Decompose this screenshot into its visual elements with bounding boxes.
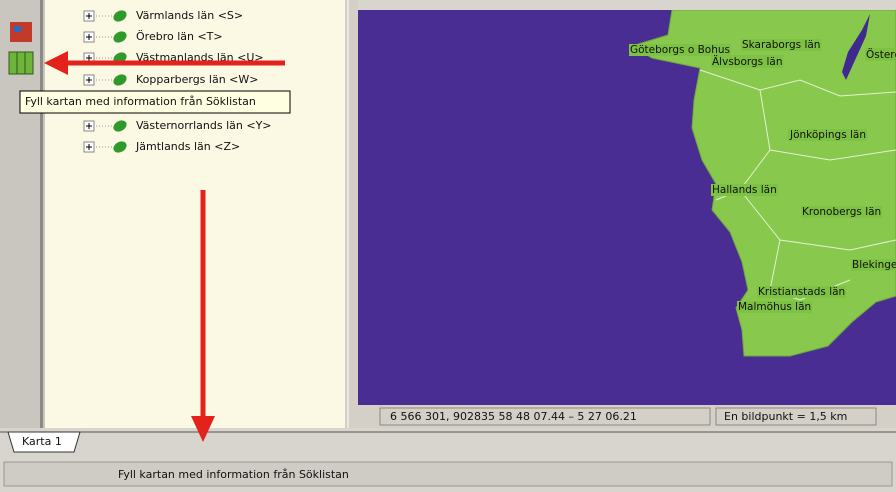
arrow-head (191, 416, 215, 442)
tab[interactable] (7, 431, 81, 453)
status-field (715, 407, 877, 426)
arrow-head (44, 51, 68, 75)
label-bg (711, 184, 778, 196)
tooltip (19, 90, 291, 114)
status-field (379, 407, 711, 426)
statusbar (3, 461, 893, 487)
leaf-icon (113, 31, 127, 43)
tree-item[interactable]: Västernorrlands län <Y> (136, 119, 272, 132)
label-bg (741, 39, 822, 51)
region-label: Hallands län (712, 184, 777, 196)
tree-item[interactable]: Jämtlands län <Z> (135, 140, 240, 153)
map[interactable]: Göteborgs o Bohus Skaraborgs län Östergötl… (358, 10, 896, 405)
region-label: Skaraborgs län (742, 39, 820, 51)
tab-strip (0, 428, 896, 458)
label-bg (801, 206, 883, 218)
statusbar-text: Fyll kartan med information från Söklist… (118, 468, 349, 481)
region-label: Malmöhus län (738, 301, 811, 313)
map-labels: Göteborgs o Bohus Skaraborgs län Östergötl… (629, 39, 896, 313)
fill-map-button[interactable] (8, 51, 34, 75)
tree-item[interactable]: Örebro län <T> (136, 30, 223, 43)
toolbar-edge (40, 0, 43, 430)
tree-panel (45, 0, 345, 430)
tree-item[interactable]: Värmlands län <S> (136, 9, 243, 22)
region-label: Kristianstads län (758, 286, 845, 298)
map-status (358, 405, 896, 428)
leaf-icon (113, 74, 127, 86)
splitter[interactable] (345, 0, 358, 430)
border (769, 149, 896, 161)
lake (842, 14, 870, 80)
label-bg (737, 301, 813, 313)
border (739, 189, 896, 251)
scale: En bildpunkt = 1,5 km (724, 410, 847, 423)
label-bg (865, 48, 896, 61)
tree-item[interactable]: Kopparbergs län <W> (136, 73, 259, 86)
label-bg (851, 259, 896, 271)
label-bg (757, 286, 847, 298)
region-label: Östergötlands län (866, 48, 896, 61)
coordinates: 6 566 301, 902835 58 48 07.44 – 5 27 06.… (390, 410, 637, 423)
leaf-icon (113, 120, 127, 132)
region-label: Jönköpings län (789, 129, 866, 141)
tooltip-text: Fyll kartan med information från Söklist… (25, 95, 256, 108)
tool-icon (14, 26, 21, 32)
tab-label[interactable]: Karta 1 (22, 435, 62, 448)
label-bg (629, 44, 732, 56)
region-label: Älvsborgs län (712, 55, 783, 68)
region-label: Kronobergs län (802, 206, 881, 218)
label-bg (788, 129, 868, 141)
leaf-icon (113, 10, 127, 22)
border (699, 69, 896, 97)
region-label: Blekinge län (852, 259, 896, 271)
region-label: Göteborgs o Bohus (630, 44, 730, 56)
label-bg (711, 55, 784, 68)
land (630, 10, 896, 357)
leaf-icon (113, 141, 127, 153)
